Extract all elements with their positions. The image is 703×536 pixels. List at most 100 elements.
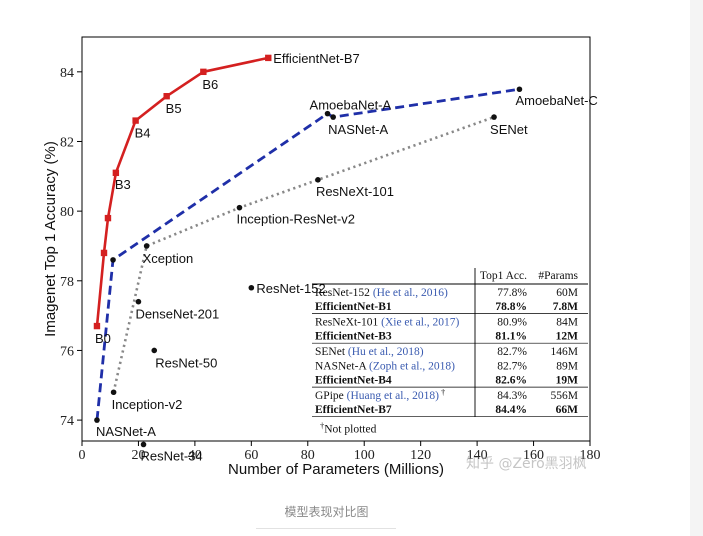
series-point [265,54,272,62]
series-point [143,243,150,249]
point-label: NASNet-A [328,122,388,137]
table-model-name: NASNet-A (Zoph et al., 2018) [315,360,455,372]
table-params: 19M [556,375,579,387]
table-model: ResNet-152 [315,287,370,299]
table-model-name: EfficientNet-B3 [315,331,392,343]
table-acc: 77.8% [497,287,527,299]
table-acc: 84.3% [497,390,527,402]
table-citation: (Huang et al., 2018) [344,390,439,402]
point-label: NASNet-A [96,424,156,439]
point-label: B3 [115,177,131,192]
point-label: B6 [202,77,218,92]
series-point [491,114,497,120]
x-axis-title: Number of Parameters (Millions) [228,461,444,478]
x-tick-label: 40 [188,448,202,463]
point-label: ResNeXt-101 [316,184,394,199]
series-point [110,389,117,396]
series-line-0 [95,56,269,327]
plot-frame [81,36,591,442]
right-edge-strip [690,0,703,536]
table-acc: 82.7% [497,360,527,372]
table-footnote: †Not plotted [320,421,377,436]
table-params: 66M [556,404,579,416]
x-tick-label: 100 [354,448,375,463]
table-model-name: ResNet-152 (He et al., 2016) [315,287,448,299]
point-label: SENet [490,122,528,137]
standalone-point [140,441,147,448]
figure-caption: 模型表现对比图 [284,505,369,519]
point-label: Inception-v2 [112,397,183,412]
x-tick-label: 120 [410,448,431,463]
table-model-name: GPipe (Huang et al., 2018) † [315,387,445,402]
point-label: DenseNet-201 [135,307,219,322]
point-label: Xception [143,251,194,266]
series-point [330,114,336,120]
table-model-name: EfficientNet-B7 [315,404,392,416]
series-point [315,176,321,183]
point-label: ResNet-152 [256,281,325,296]
standalone-point [248,284,255,291]
series-point [94,417,100,423]
x-tick-label: 0 [79,448,86,463]
table-model: SENet [315,346,346,358]
table-acc: 81.1% [495,331,527,343]
table-params: 7.8M [553,301,578,313]
table-acc: 80.9% [497,316,527,328]
table-model-name: EfficientNet-B1 [315,301,392,313]
series-point [200,68,207,76]
table-model: NASNet-A [315,360,367,372]
table-citation: (Hu et al., 2018) [345,346,424,358]
table-header-params: #Params [538,270,578,282]
point-label: ResNet-34 [141,448,203,463]
x-tick-label: 140 [467,448,488,463]
table-model-name: ResNeXt-101 (Xie et al., 2017) [315,316,460,328]
standalone-point [135,298,142,305]
y-tick-label: 78 [60,275,74,290]
series-point [132,117,139,124]
y-tick-label: 76 [60,344,74,359]
x-tick-label: 20 [131,448,145,463]
series-point [110,257,116,263]
point-label: AmoebaNet-C [515,93,597,108]
table-acc: 78.8% [495,301,527,313]
y-tick-label: 74 [60,414,74,429]
x-tick-label: 160 [523,448,544,463]
series-point [516,86,523,93]
footnote-dagger: † [320,421,324,431]
x-tick-label: 80 [301,448,315,463]
table-citation: (He et al., 2016) [370,287,448,299]
point-label: ResNet-50 [155,355,217,370]
point-label: EfficientNet-B7 [273,51,359,66]
series-point [104,214,112,222]
table-model: GPipe [315,390,344,402]
table-model: EfficientNet-B1 [315,301,392,313]
table-params: 60M [556,287,578,299]
standalone-point [151,347,158,354]
point-label: B5 [166,101,182,116]
table-citation: (Zoph et al., 2018) [366,360,455,372]
table-acc: 82.6% [495,375,527,387]
series-point [163,93,170,100]
table-acc: 84.4% [495,404,527,416]
point-label: B0 [95,331,111,346]
table-model-name: SENet (Hu et al., 2018) [315,346,424,358]
chart: 0 20 40 60 80 100 120 140 160 180 74 76 78 80 82 84 B0 B… [42,36,601,478]
x-tick-label: 60 [244,448,258,463]
series-point [324,110,331,117]
point-label: Inception-ResNet-v2 [236,212,354,227]
table-model: EfficientNet-B3 [315,331,392,343]
footnote-text: Not plotted [324,424,376,436]
table-params: 89M [556,360,578,372]
table-model: ResNeXt-101 [315,316,378,328]
y-axis-title: Imagenet Top 1 Accuracy (%) [42,141,59,337]
point-label: B4 [135,126,151,141]
y-tick-label: 84 [60,66,74,81]
y-tick-label: 80 [60,205,74,220]
table-model: EfficientNet-B4 [315,375,392,387]
table-citation: (Xie et al., 2017) [378,316,459,328]
table-params: 12M [556,331,579,343]
table-header-acc: Top1 Acc. [480,270,527,282]
caption-underline [256,528,396,529]
x-tick-label: 180 [580,448,601,463]
series-point [112,169,120,177]
